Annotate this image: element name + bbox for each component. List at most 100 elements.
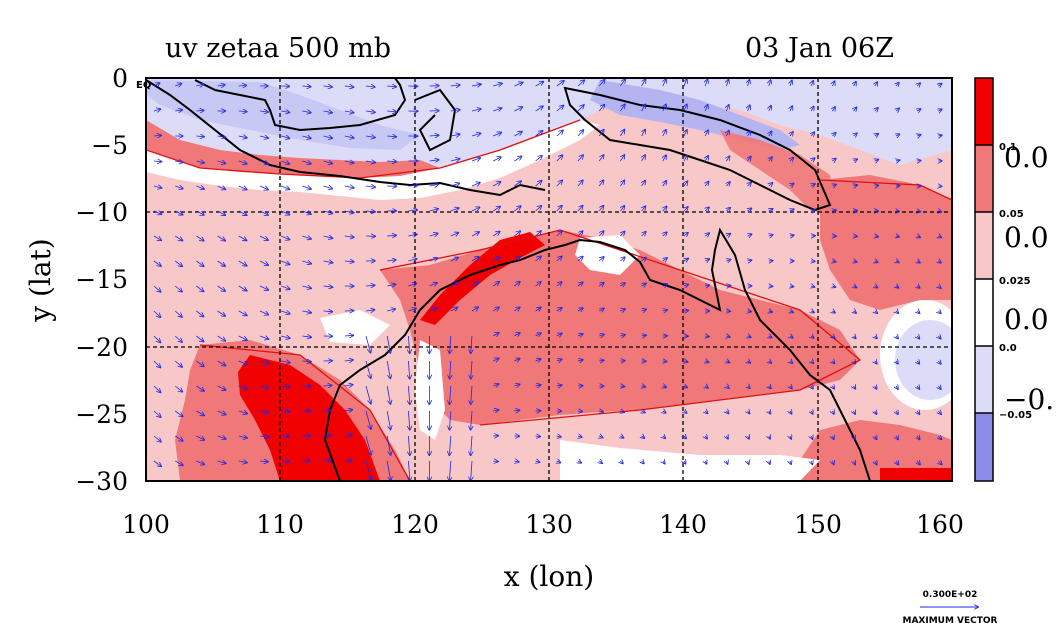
wind-vector-arrow (663, 310, 667, 311)
wind-vector-arrow (153, 285, 161, 292)
wind-vector-arrow (726, 208, 730, 211)
wind-vector-arrow (259, 235, 268, 240)
wind-vector-arrow (175, 211, 182, 215)
wind-vector-arrow (492, 307, 499, 311)
wind-vector-arrow (790, 132, 793, 136)
wind-vector-arrow (408, 308, 415, 311)
wind-vector-arrow (854, 82, 856, 86)
wind-vector-arrow (769, 461, 770, 464)
wind-vector-arrow (153, 161, 161, 162)
wind-vector-arrow (259, 111, 268, 112)
wind-vector-arrow (620, 181, 624, 187)
wind-vector-arrow (854, 159, 857, 161)
wind-vector-arrow (705, 336, 709, 337)
wind-vector-arrow (684, 436, 686, 438)
wind-vector-arrow (663, 411, 666, 413)
x-tick-label: 100 (122, 510, 170, 539)
wind-vector-arrow (620, 283, 624, 286)
wind-vector-arrow (153, 83, 160, 86)
wind-vector-arrow (153, 235, 161, 240)
wind-vector-arrow (450, 183, 459, 186)
wind-vector-arrow (302, 261, 311, 264)
wind-vector-arrow (748, 311, 751, 312)
wind-vector-arrow (917, 135, 920, 136)
wind-vector-arrow (598, 206, 603, 212)
wind-vector-arrow (493, 461, 498, 462)
wind-vector-arrow (832, 210, 836, 211)
wind-vector-arrow (492, 232, 499, 237)
x-tick-label: 140 (659, 510, 707, 539)
wind-vector-arrow (854, 261, 857, 262)
wind-vector-arrow (408, 335, 409, 353)
wind-vector-arrow (429, 184, 439, 186)
wind-vector-arrow (875, 108, 878, 111)
wind-vector-arrow (175, 460, 183, 465)
wind-vector-arrow (642, 386, 646, 387)
wind-vector-arrow (344, 460, 352, 461)
wind-vector-arrow (620, 257, 624, 261)
wind-vector-arrow (811, 132, 814, 136)
wind-vector-arrow (471, 435, 472, 455)
wind-vector-arrow (365, 86, 375, 87)
wind-vector-arrow (429, 283, 437, 286)
wind-vector-arrow (663, 258, 667, 261)
wind-vector-arrow (493, 358, 498, 361)
wind-vector-arrow (556, 131, 563, 137)
wind-vector-arrow (620, 461, 622, 463)
coast-australia-north (419, 227, 871, 481)
wind-vector-arrow (748, 157, 751, 161)
wind-vector-arrow (748, 260, 752, 261)
wind-vector-arrow (938, 461, 941, 464)
wind-vector-arrow (386, 360, 390, 378)
wind-vector-arrow (153, 360, 160, 367)
wind-vector-arrow (726, 234, 730, 236)
wind-vector-arrow (323, 86, 332, 87)
wind-vector-arrow (790, 336, 793, 338)
wind-vector-arrow (684, 386, 687, 388)
wind-vector-arrow (153, 211, 161, 214)
wind-vector-arrow (854, 133, 857, 136)
wind-vector-arrow (577, 155, 583, 162)
wind-vector-arrow (938, 261, 941, 263)
wind-vector-arrow (238, 186, 247, 190)
wind-vector-arrow (238, 285, 247, 291)
wind-vector-arrow (471, 282, 478, 287)
wind-vector-arrow (854, 436, 856, 439)
wind-vector-arrow (917, 109, 920, 111)
wind-vector-arrow (514, 257, 520, 262)
wind-vector-arrow (365, 161, 375, 162)
wind-vector-arrow (811, 107, 814, 111)
wind-vector-arrow (875, 160, 878, 161)
wind-vector-arrow (281, 336, 290, 338)
wind-vector-arrow (344, 111, 354, 113)
wind-vector-arrow (896, 336, 898, 338)
wind-vector-arrow (684, 207, 688, 211)
wind-vector-arrow (577, 206, 583, 212)
wind-vector-arrow (875, 361, 877, 364)
wind-vector-arrow (471, 335, 472, 353)
wind-vector-arrow (854, 286, 857, 288)
wind-vector-arrow (196, 84, 203, 86)
wind-vector-arrow (663, 181, 666, 187)
wind-vector-arrow (684, 181, 687, 187)
wind-vector-arrow (450, 258, 458, 262)
wind-vector-arrow (642, 258, 646, 261)
wind-vector-arrow (684, 130, 687, 137)
wind-vector-arrow (217, 360, 226, 366)
wind-vector-arrow (302, 361, 310, 362)
wind-vector-arrow (854, 361, 856, 363)
wind-vector-arrow (238, 386, 247, 389)
wind-vector-arrow (323, 311, 333, 312)
wind-vector-arrow (832, 311, 835, 313)
map-title-left: uv zetaa 500 mb (165, 33, 391, 64)
wind-vector-arrow (302, 111, 310, 113)
wind-vector-arrow (598, 257, 603, 261)
wind-vector-arrow (790, 209, 794, 211)
wind-vector-arrow (174, 435, 182, 441)
wind-vector-arrow (875, 311, 877, 313)
wind-vector-arrow (705, 411, 707, 413)
wind-vector-arrow (811, 361, 813, 363)
wind-vector-arrow (663, 207, 667, 211)
wind-vector-arrow (790, 286, 793, 287)
wind-vector-arrow (514, 282, 519, 287)
